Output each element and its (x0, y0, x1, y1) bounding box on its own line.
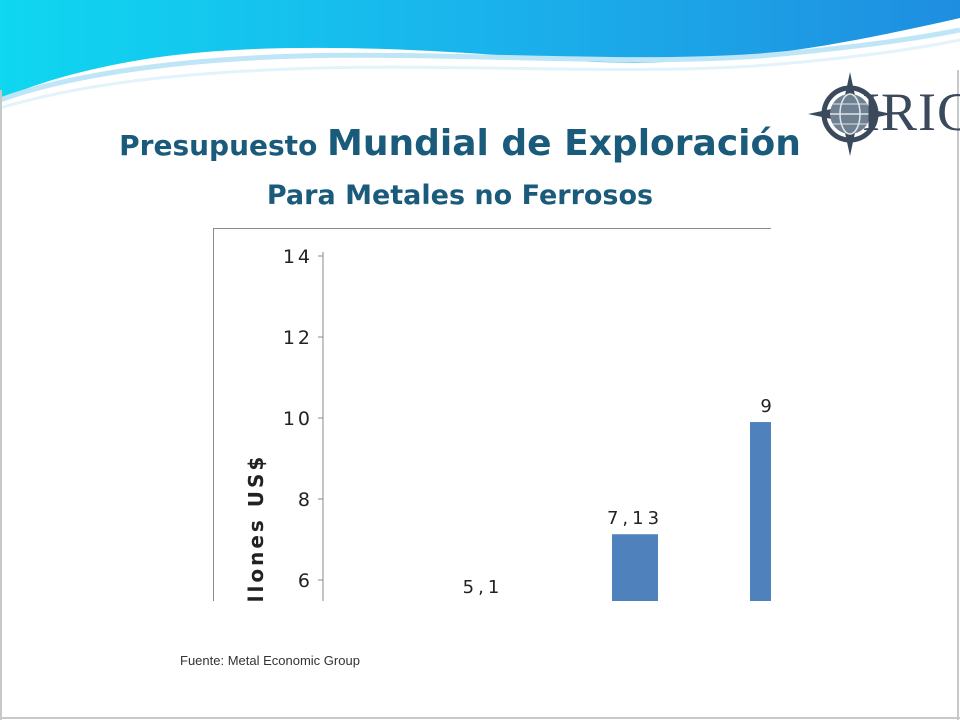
y-tick-label: 6 (298, 570, 313, 592)
y-tick-label: 10 (283, 408, 313, 430)
bar (612, 534, 658, 601)
bar-chart: 6 8 10 12 14 llones US$ 5,1 7,13 9, (213, 228, 771, 601)
compass-globe-icon (808, 72, 892, 156)
y-tick-label: 14 (283, 246, 313, 268)
chart-frame-top (213, 228, 771, 229)
y-tick-label: 8 (298, 489, 313, 511)
y-axis-title: llones US$ (244, 454, 268, 601)
slide-border-bottom (0, 717, 960, 719)
header-wave-decoration (0, 0, 960, 110)
title-part-1: Presupuesto (119, 129, 328, 162)
slide-border-left (0, 90, 2, 720)
title-part-2: Mundial de Exploración (327, 123, 801, 164)
source-note: Fuente: Metal Economic Group (180, 653, 360, 668)
bar-data-label: 9, (760, 396, 771, 417)
slide-subtitle: Para Metales no Ferrosos (266, 180, 654, 211)
bar-chart-plot: 6 8 10 12 14 llones US$ 5,1 7,13 9, (244, 246, 771, 601)
logo-wordmark: IRIC (862, 82, 960, 142)
bar-data-label: 5,1 (463, 577, 504, 598)
iric-logo: IRIC (806, 70, 960, 158)
bar-data-label: 7,13 (607, 508, 663, 529)
y-tick-label: 12 (283, 327, 313, 349)
slide-title: Presupuesto Mundial de Exploración (0, 120, 920, 170)
slide-border-right (957, 70, 959, 720)
chart-frame-left (213, 228, 214, 601)
bar (750, 422, 771, 601)
